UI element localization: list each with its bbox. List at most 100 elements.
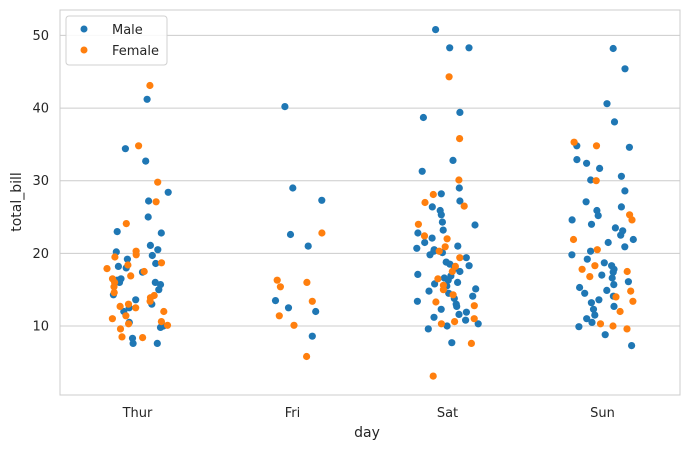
data-point-male <box>601 331 609 339</box>
data-point-female <box>591 262 599 270</box>
data-point-male <box>576 283 584 292</box>
data-point-male <box>462 316 470 324</box>
data-point-male <box>621 187 629 195</box>
data-point-male <box>431 280 439 288</box>
data-point-female <box>125 320 133 328</box>
data-point-male <box>596 164 604 172</box>
y-axis-label: total_bill <box>9 172 25 232</box>
data-point-male <box>472 285 480 293</box>
data-point-female <box>132 251 140 259</box>
data-point-male <box>437 190 445 198</box>
data-point-male <box>628 342 636 350</box>
data-point-female <box>122 312 130 320</box>
data-point-male <box>144 213 152 221</box>
data-point-female <box>318 229 326 237</box>
data-point-female <box>110 283 118 291</box>
data-point-male <box>465 44 473 52</box>
data-point-female <box>456 135 464 143</box>
data-point-male <box>469 292 477 300</box>
data-point-male <box>121 145 129 153</box>
data-point-male <box>413 297 421 305</box>
data-point-female <box>439 286 447 294</box>
data-point-female <box>276 283 284 291</box>
data-point-female <box>623 325 631 333</box>
data-point-male <box>438 218 446 226</box>
data-point-female <box>628 216 636 224</box>
data-point-male <box>437 211 445 219</box>
data-point-female <box>449 291 457 299</box>
data-point-male <box>157 229 165 237</box>
data-point-male <box>153 339 161 347</box>
data-point-male <box>312 307 320 316</box>
data-point-male <box>587 220 596 228</box>
data-point-female <box>432 298 440 306</box>
data-point-female <box>578 265 586 273</box>
data-point-female <box>420 232 429 240</box>
data-point-male <box>425 287 433 295</box>
data-point-male <box>446 44 454 52</box>
data-point-male <box>617 172 626 180</box>
y-tick-label: 10 <box>32 319 49 334</box>
data-point-male <box>430 313 438 321</box>
data-point-male <box>624 278 633 286</box>
data-point-male <box>589 305 598 313</box>
data-point-female <box>470 315 478 323</box>
data-point-female <box>140 267 148 276</box>
data-point-male <box>609 44 617 53</box>
data-point-female <box>108 315 116 323</box>
data-point-male <box>418 167 426 175</box>
data-point-male <box>284 304 293 312</box>
data-point-male <box>289 184 297 192</box>
data-point-male <box>444 276 452 284</box>
data-point-female <box>157 318 165 326</box>
data-point-male <box>439 226 447 234</box>
data-point-male <box>318 196 326 204</box>
y-tick-label: 20 <box>32 247 49 262</box>
data-point-male <box>595 296 603 304</box>
data-point-male <box>573 156 581 164</box>
data-point-male <box>123 255 131 263</box>
data-point-male <box>132 296 140 304</box>
data-point-female <box>437 320 445 328</box>
data-point-female <box>103 265 111 273</box>
data-point-male <box>428 203 436 211</box>
legend-box <box>65 15 168 66</box>
data-point-male <box>456 197 464 205</box>
data-point-male <box>583 315 591 323</box>
data-point-female <box>116 302 124 310</box>
data-point-male <box>588 318 596 326</box>
data-point-male <box>286 230 295 239</box>
data-point-female <box>467 339 475 347</box>
data-point-female <box>616 307 624 316</box>
plot-background <box>59 9 681 396</box>
data-point-female <box>303 278 311 286</box>
data-point-male <box>113 228 121 236</box>
data-point-male <box>455 184 463 192</box>
data-point-female <box>435 247 443 255</box>
data-point-female <box>303 352 311 361</box>
data-point-male <box>424 325 432 333</box>
data-point-male <box>591 311 599 319</box>
data-point-male <box>598 271 606 279</box>
data-point-female <box>273 276 281 284</box>
data-point-female <box>569 235 578 244</box>
data-point-male <box>114 262 122 270</box>
data-point-female <box>445 73 453 81</box>
data-point-male <box>449 156 457 164</box>
data-point-male <box>271 297 280 305</box>
data-point-female <box>135 142 143 150</box>
data-point-female <box>160 307 168 316</box>
data-point-male <box>582 198 590 206</box>
data-point-female <box>441 243 449 251</box>
data-point-male <box>587 247 595 255</box>
data-point-male <box>456 267 464 276</box>
data-point-female <box>460 202 468 210</box>
data-point-male <box>474 320 482 328</box>
data-point-female <box>132 304 140 312</box>
data-point-female <box>111 253 119 261</box>
data-point-male <box>304 242 312 250</box>
data-point-male <box>419 113 427 122</box>
y-tick-labels: 10 20 30 40 50 <box>32 29 49 335</box>
data-point-female <box>275 312 283 320</box>
